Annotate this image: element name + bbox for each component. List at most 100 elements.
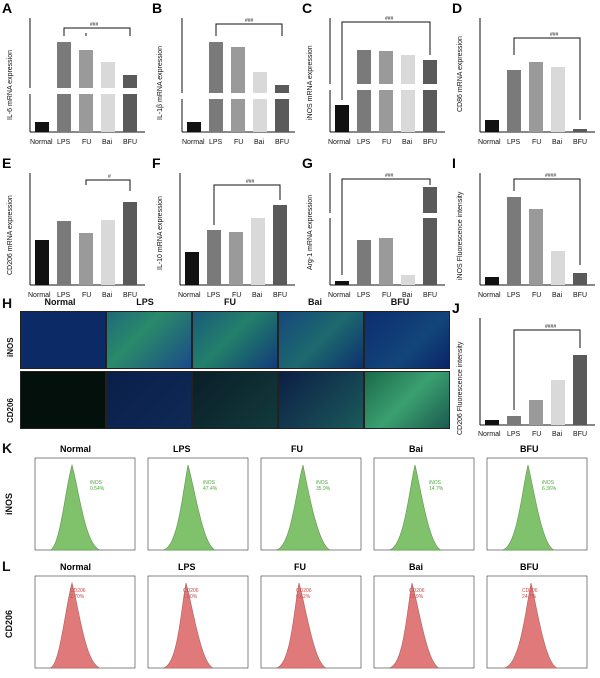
bar	[357, 240, 371, 285]
y-axis-label: IL-6 mRNA expression	[7, 50, 14, 120]
x-label: Bai	[552, 431, 563, 438]
x-label: FU	[234, 139, 243, 146]
chart-I: I iNOS Fluorescence intensity Normal LPS…	[452, 155, 595, 299]
bar	[253, 72, 267, 132]
panel-letter: E	[2, 155, 11, 171]
sig-mark: ####	[545, 173, 556, 179]
x-label: BFU	[275, 139, 289, 146]
sig-mark: #	[108, 174, 111, 180]
gate-percent: 1.00%	[183, 594, 198, 600]
panel-A: A IL-6 mRNA expression Normal LPS FU Bai…	[0, 0, 150, 160]
x-label: Normal	[328, 139, 351, 146]
x-label: BFU	[423, 139, 437, 146]
flow-l-plots: Normal CD206 2.70% LPS CD206 1.00% FU CD…	[34, 562, 588, 669]
bar	[101, 62, 115, 132]
bar	[35, 122, 49, 132]
panel-letter: F	[152, 155, 161, 171]
bar	[229, 232, 243, 285]
histogram	[49, 581, 101, 669]
x-label: BFU	[573, 431, 587, 438]
bar	[185, 252, 199, 285]
bar	[273, 205, 287, 285]
bar	[231, 47, 245, 132]
panel-C: C iNOS mRNA expression Normal LPS FU Bai…	[300, 0, 450, 160]
panel-B: B IL-1β mRNA expression Normal LPS FU Ba…	[150, 0, 300, 160]
micrograph-cd206-bfu	[364, 371, 450, 429]
bar	[335, 281, 349, 285]
histogram	[275, 464, 331, 551]
histogram	[501, 464, 555, 551]
bar	[485, 120, 499, 132]
x-label: LPS	[507, 431, 521, 438]
x-label: LPS	[207, 292, 221, 299]
gate-label: CD206	[522, 588, 538, 594]
bar	[423, 187, 437, 285]
gate-label: CD206	[70, 588, 86, 594]
chart-C: C iNOS mRNA expression Normal LPS FU Bai…	[302, 0, 450, 146]
bar	[551, 251, 565, 285]
gate-percent: 14.7%	[429, 486, 444, 492]
x-label: FU	[382, 292, 391, 299]
y-axis-label: CD86 mRNA expression	[457, 36, 464, 112]
histogram	[503, 582, 558, 669]
histogram	[49, 463, 101, 551]
bar	[423, 60, 437, 132]
panel-letter: D	[452, 0, 462, 16]
histogram	[388, 582, 440, 669]
chart-J: J CD206 Fluorescence intensity Normal LP…	[452, 300, 595, 438]
x-label: BFU	[573, 139, 587, 146]
x-label: Bai	[252, 292, 263, 299]
x-label: LPS	[507, 139, 521, 146]
x-label: LPS	[357, 139, 371, 146]
col-label: FU	[294, 562, 306, 572]
bar	[551, 380, 565, 425]
bar	[529, 209, 543, 285]
x-label: FU	[232, 292, 241, 299]
gate-label: CD206	[296, 588, 312, 594]
significance-bracket	[213, 184, 281, 225]
chart-A: A IL-6 mRNA expression Normal LPS FU Bai…	[2, 0, 150, 146]
histogram	[275, 582, 327, 669]
col-label: LPS	[173, 444, 191, 454]
gate-label: iNOS	[316, 480, 329, 486]
col-label-bfu: BFU	[390, 297, 410, 307]
gate-percent: 10.9%	[409, 594, 424, 600]
y-axis-label: CD206 mRNA expression	[7, 195, 14, 275]
panel-K: K iNOS Normal iNOS 0.54% LPS iNOS 47.4% …	[0, 440, 600, 560]
chart-F: F IL-10 mRNA expression Normal LPS FU Ba…	[152, 155, 295, 299]
panel-letter: A	[2, 0, 12, 16]
y-axis-label: iNOS mRNA expression	[307, 45, 314, 120]
col-label: Normal	[60, 444, 91, 454]
col-label: Bai	[409, 562, 423, 572]
bar	[57, 42, 71, 132]
sig-mark: ###	[90, 22, 99, 28]
panel-letter: C	[302, 0, 312, 16]
x-label: Normal	[478, 139, 501, 146]
significance-bracket	[341, 21, 431, 100]
gate-label: CD206	[409, 588, 425, 594]
x-label: Normal	[28, 292, 51, 299]
bar	[123, 75, 137, 132]
bar	[507, 70, 521, 132]
gate-percent: 6.36%	[542, 486, 557, 492]
x-label: Normal	[30, 139, 53, 146]
bar	[529, 400, 543, 425]
x-label: Bai	[402, 139, 413, 146]
y-axis-label: Arg-1 mRNA expression	[307, 195, 314, 270]
x-label: LPS	[209, 139, 223, 146]
gate-label: iNOS	[203, 480, 216, 486]
panel-H: H Normal LPS FU Bai BFU iNOS CD206	[0, 295, 450, 435]
x-label: FU	[532, 431, 541, 438]
flow-k-plots: Normal iNOS 0.54% LPS iNOS 47.4% FU iNOS…	[34, 444, 588, 551]
bar	[187, 122, 201, 132]
panel-E: E CD206 mRNA expression Normal LPS FU Ba…	[0, 155, 150, 305]
bar	[57, 221, 71, 285]
y-axis-label: IL-10 mRNA expression	[157, 196, 164, 270]
bar	[379, 51, 393, 132]
histogram	[162, 464, 216, 551]
micrograph-inos-normal	[20, 311, 106, 369]
y-axis-label: CD206 Fluorescence intensity	[457, 341, 464, 435]
bar	[275, 85, 289, 132]
x-label: Normal	[478, 431, 501, 438]
histogram	[162, 582, 214, 669]
